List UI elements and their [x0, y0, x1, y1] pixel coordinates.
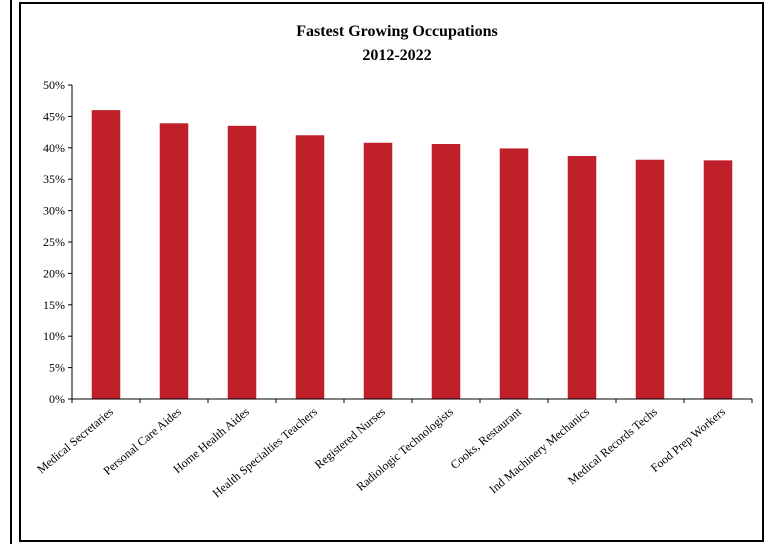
bar: [91, 110, 121, 400]
y-tick-label: 40%: [43, 141, 65, 155]
y-axis: 0% 5% 10% 15% 20% 25% 30% 35% 40% 45% 50%: [43, 78, 73, 406]
y-tick-label: 50%: [43, 78, 65, 92]
y-tick-label: 5%: [49, 361, 65, 375]
bar: [703, 160, 733, 399]
y-tick-label: 25%: [43, 235, 65, 249]
bar: [295, 135, 325, 400]
y-tick-label: 20%: [43, 266, 65, 280]
chart-subtitle: 2012-2022: [362, 47, 431, 64]
bars: [91, 110, 733, 400]
left-panel-edge: [0, 0, 12, 544]
y-tick-label: 0%: [49, 392, 65, 406]
bar: [159, 123, 189, 400]
y-tick-label: 45%: [43, 109, 65, 123]
bar: [635, 159, 665, 399]
y-tick-label: 35%: [43, 172, 65, 186]
bar: [499, 148, 529, 399]
bar: [431, 144, 461, 399]
x-category-label: Food Prep Workers: [648, 404, 728, 475]
chart-title: Fastest Growing Occupations: [296, 23, 497, 40]
bar: [227, 125, 257, 399]
x-category-label: Cooks, Restaurant: [448, 404, 525, 472]
y-tick-label: 30%: [43, 204, 65, 218]
y-tick-label: 15%: [43, 298, 65, 312]
bar: [567, 155, 597, 399]
x-category-label: Registered Nurses: [312, 404, 388, 471]
bar: [363, 142, 393, 399]
y-tick-label: 10%: [43, 329, 65, 343]
